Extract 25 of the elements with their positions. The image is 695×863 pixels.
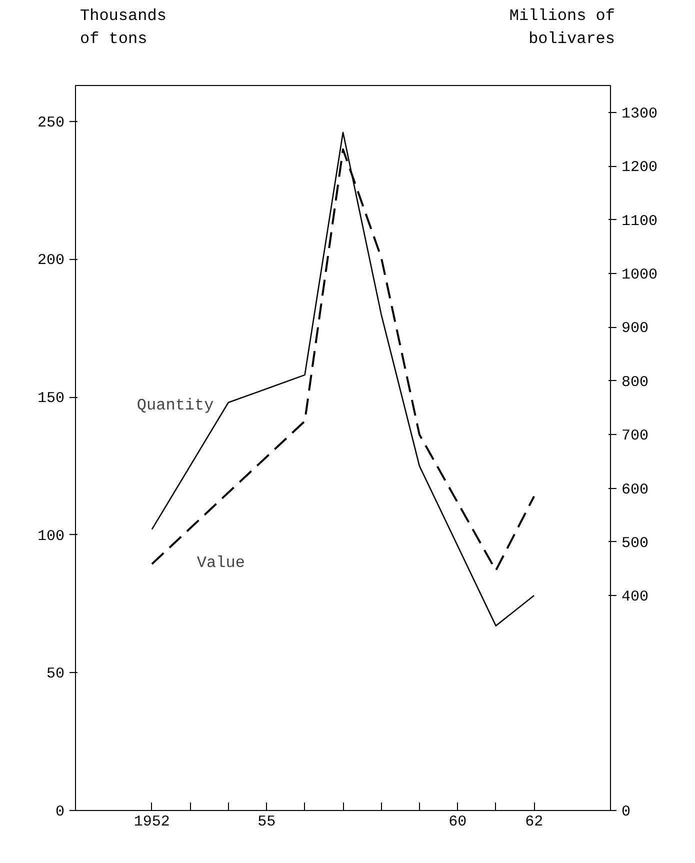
y-tick-label: 200 bbox=[37, 252, 65, 270]
y2-tick-label: 1000 bbox=[622, 266, 658, 284]
y2-tick-label: 500 bbox=[622, 534, 649, 552]
y-tick-label: 100 bbox=[37, 528, 65, 545]
y2-tick-label: 400 bbox=[622, 588, 649, 606]
y2-tick-label: 0 bbox=[622, 804, 631, 820]
y-tick-label: 50 bbox=[46, 666, 65, 683]
series-label: Value bbox=[196, 554, 245, 572]
y2-tick-label: 900 bbox=[622, 320, 649, 338]
x-tick-label: 60 bbox=[448, 814, 467, 830]
y-tick-label: 150 bbox=[37, 390, 65, 407]
y2-tick-label: 600 bbox=[622, 481, 649, 498]
x-tick-label: 62 bbox=[525, 814, 544, 830]
y2-tick-label: 1100 bbox=[622, 212, 658, 230]
y-tick-label: 250 bbox=[37, 114, 65, 132]
y2-tick-label: 1300 bbox=[622, 105, 658, 122]
x-tick-label: 55 bbox=[258, 814, 276, 830]
y2-axis-title: Millions of bolivares bbox=[509, 6, 615, 50]
series-label: Quantity bbox=[136, 396, 214, 414]
y2-tick-label: 1200 bbox=[622, 159, 658, 176]
y-tick-label: 0 bbox=[56, 804, 65, 820]
x-tick-label: 1952 bbox=[134, 814, 170, 830]
y2-tick-label: 700 bbox=[622, 428, 649, 445]
y-axis-title: Thousands of tons bbox=[80, 6, 166, 50]
y2-tick-label: 800 bbox=[622, 374, 649, 391]
